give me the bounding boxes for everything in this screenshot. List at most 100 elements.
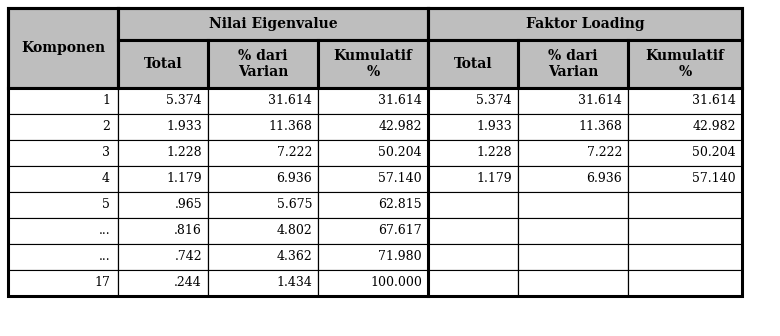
Text: 100.000: 100.000 xyxy=(370,277,422,290)
Text: Kumulatif
%: Kumulatif % xyxy=(646,49,725,79)
Bar xyxy=(318,166,428,192)
Bar xyxy=(518,218,628,244)
Text: 1.933: 1.933 xyxy=(166,121,202,133)
Text: % dari
Varian: % dari Varian xyxy=(548,49,598,79)
Text: Nilai Eigenvalue: Nilai Eigenvalue xyxy=(209,17,337,31)
Bar xyxy=(208,270,318,296)
Bar xyxy=(628,270,742,296)
Bar xyxy=(428,88,518,114)
Text: Total: Total xyxy=(454,57,492,71)
Bar xyxy=(318,192,428,218)
Text: 7.222: 7.222 xyxy=(587,146,622,160)
Bar xyxy=(628,140,742,166)
Text: 1.228: 1.228 xyxy=(477,146,512,160)
Text: 5.374: 5.374 xyxy=(477,94,512,108)
Text: 42.982: 42.982 xyxy=(378,121,422,133)
Text: 1.179: 1.179 xyxy=(477,172,512,185)
Text: 4.362: 4.362 xyxy=(276,251,312,263)
Text: 5.374: 5.374 xyxy=(166,94,202,108)
Bar xyxy=(8,88,118,114)
Bar xyxy=(428,244,518,270)
Text: 1.933: 1.933 xyxy=(477,121,512,133)
Text: 2: 2 xyxy=(102,121,110,133)
Bar xyxy=(208,114,318,140)
Bar xyxy=(208,244,318,270)
Text: ...: ... xyxy=(98,224,110,238)
Bar xyxy=(518,40,628,88)
Bar xyxy=(118,88,208,114)
Bar xyxy=(118,8,428,40)
Bar xyxy=(8,218,118,244)
Text: 31.614: 31.614 xyxy=(268,94,312,108)
Bar xyxy=(8,140,118,166)
Text: .244: .244 xyxy=(174,277,202,290)
Bar xyxy=(628,40,742,88)
Text: Faktor Loading: Faktor Loading xyxy=(526,17,644,31)
Bar xyxy=(8,114,118,140)
Bar xyxy=(428,40,518,88)
Bar xyxy=(518,114,628,140)
Bar xyxy=(318,244,428,270)
Bar xyxy=(208,140,318,166)
Text: 1.434: 1.434 xyxy=(276,277,312,290)
Text: 6.936: 6.936 xyxy=(276,172,312,185)
Text: 42.982: 42.982 xyxy=(693,121,736,133)
Text: 1: 1 xyxy=(102,94,110,108)
Text: Kumulatif
%: Kumulatif % xyxy=(334,49,413,79)
Bar xyxy=(8,244,118,270)
Text: 67.617: 67.617 xyxy=(378,224,422,238)
Text: .965: .965 xyxy=(175,199,202,211)
Text: 6.936: 6.936 xyxy=(587,172,622,185)
Bar xyxy=(518,192,628,218)
Bar xyxy=(428,270,518,296)
Bar xyxy=(628,244,742,270)
Bar xyxy=(428,8,742,40)
Bar xyxy=(318,40,428,88)
Text: .742: .742 xyxy=(175,251,202,263)
Bar xyxy=(118,166,208,192)
Bar xyxy=(518,166,628,192)
Bar xyxy=(118,140,208,166)
Bar xyxy=(628,218,742,244)
Bar xyxy=(428,140,518,166)
Text: 31.614: 31.614 xyxy=(692,94,736,108)
Bar xyxy=(318,218,428,244)
Bar xyxy=(208,166,318,192)
Bar xyxy=(8,270,118,296)
Bar xyxy=(628,192,742,218)
Bar xyxy=(208,40,318,88)
Bar xyxy=(428,192,518,218)
Text: 5.675: 5.675 xyxy=(276,199,312,211)
Bar xyxy=(428,114,518,140)
Bar xyxy=(208,218,318,244)
Text: Total: Total xyxy=(144,57,183,71)
Text: 4: 4 xyxy=(102,172,110,185)
Text: 57.140: 57.140 xyxy=(693,172,736,185)
Text: 4.802: 4.802 xyxy=(276,224,312,238)
Text: .816: .816 xyxy=(174,224,202,238)
Text: 50.204: 50.204 xyxy=(693,146,736,160)
Bar xyxy=(118,218,208,244)
Text: 31.614: 31.614 xyxy=(578,94,622,108)
Text: 7.222: 7.222 xyxy=(277,146,312,160)
Text: 11.368: 11.368 xyxy=(268,121,312,133)
Bar xyxy=(628,114,742,140)
Text: 57.140: 57.140 xyxy=(378,172,422,185)
Bar xyxy=(628,166,742,192)
Text: 1.228: 1.228 xyxy=(166,146,202,160)
Bar xyxy=(8,8,742,296)
Bar xyxy=(118,244,208,270)
Bar xyxy=(8,192,118,218)
Bar xyxy=(318,114,428,140)
Text: 62.815: 62.815 xyxy=(378,199,422,211)
Bar xyxy=(318,270,428,296)
Text: 17: 17 xyxy=(94,277,110,290)
Bar xyxy=(318,140,428,166)
Bar xyxy=(8,166,118,192)
Text: 71.980: 71.980 xyxy=(378,251,422,263)
Bar xyxy=(8,8,118,88)
Bar xyxy=(628,88,742,114)
Text: 5: 5 xyxy=(102,199,110,211)
Bar xyxy=(428,218,518,244)
Text: 11.368: 11.368 xyxy=(578,121,622,133)
